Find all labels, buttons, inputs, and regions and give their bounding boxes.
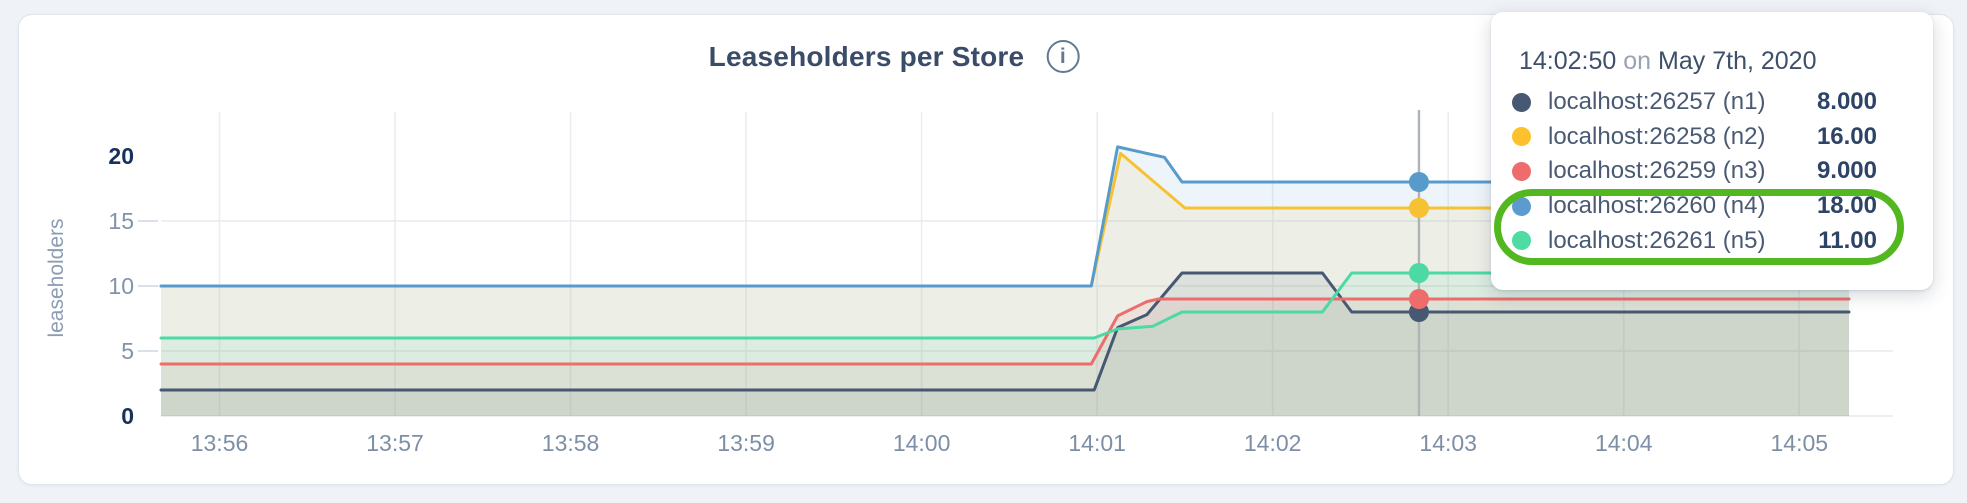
tooltip-series-row: localhost:26259 (n3) 9.000 xyxy=(1512,154,1877,189)
series-color-dot xyxy=(1512,127,1531,147)
y-tick-label: 5 xyxy=(121,338,134,364)
y-tick-label: 15 xyxy=(108,208,134,234)
hover-dot-n2 xyxy=(1408,198,1429,218)
chart-title: Leaseholders per Store xyxy=(708,40,1025,72)
y-tick-label: 10 xyxy=(108,273,134,299)
series-line-n4 xyxy=(159,145,1851,288)
series-area-n4 xyxy=(161,146,1849,416)
x-tick-label: 13:59 xyxy=(717,430,775,456)
y-tick-label: 20 xyxy=(108,143,134,169)
x-tick-label: 13:57 xyxy=(366,430,424,456)
green-annotation-circle xyxy=(1494,189,1904,265)
x-tick-label: 14:01 xyxy=(1068,430,1126,456)
chart-header: Leaseholders per Store i xyxy=(709,40,1080,73)
series-value: 9.000 xyxy=(1816,157,1877,185)
hover-dot-n4 xyxy=(1408,172,1429,192)
info-icon[interactable]: i xyxy=(1046,40,1080,73)
x-tick-label: 13:56 xyxy=(190,430,249,456)
series-value: 16.00 xyxy=(1816,122,1877,150)
tooltip-series-row: localhost:26257 (n1) 8.000 xyxy=(1512,85,1877,120)
series-area-n2 xyxy=(161,153,1849,416)
x-tick-label: 14:02 xyxy=(1243,430,1302,456)
series-value: 8.000 xyxy=(1816,88,1877,116)
x-tick-label: 14:04 xyxy=(1594,430,1653,456)
series-name: localhost:26258 (n2) xyxy=(1548,122,1766,150)
tooltip-date: May 7th, 2020 xyxy=(1658,47,1817,75)
series-name: localhost:26259 (n3) xyxy=(1548,157,1766,185)
series-color-dot xyxy=(1512,161,1531,181)
series-area-n3 xyxy=(161,299,1849,416)
series-line-n3 xyxy=(159,297,1851,366)
tooltip-time: 14:02:50 xyxy=(1519,47,1617,75)
series-color-dot xyxy=(1512,92,1531,112)
tooltip-timestamp: 14:02:50 on May 7th, 2020 xyxy=(1519,46,1877,76)
x-tick-label: 14:05 xyxy=(1770,430,1829,456)
hover-dot-n3 xyxy=(1408,289,1429,309)
series-line-n5 xyxy=(159,271,1851,340)
x-tick-label: 14:03 xyxy=(1419,430,1477,456)
series-area-n1 xyxy=(161,273,1849,416)
hover-dot-n5 xyxy=(1408,263,1429,283)
tooltip-on-word: on xyxy=(1623,47,1652,75)
y-tick-label: 0 xyxy=(121,403,134,429)
series-line-n1 xyxy=(159,271,1851,392)
x-tick-label: 13:58 xyxy=(541,430,600,456)
series-name: localhost:26257 (n1) xyxy=(1548,88,1766,116)
tooltip-series-row: localhost:26258 (n2) 16.00 xyxy=(1512,120,1877,155)
x-tick-label: 14:00 xyxy=(892,430,951,456)
